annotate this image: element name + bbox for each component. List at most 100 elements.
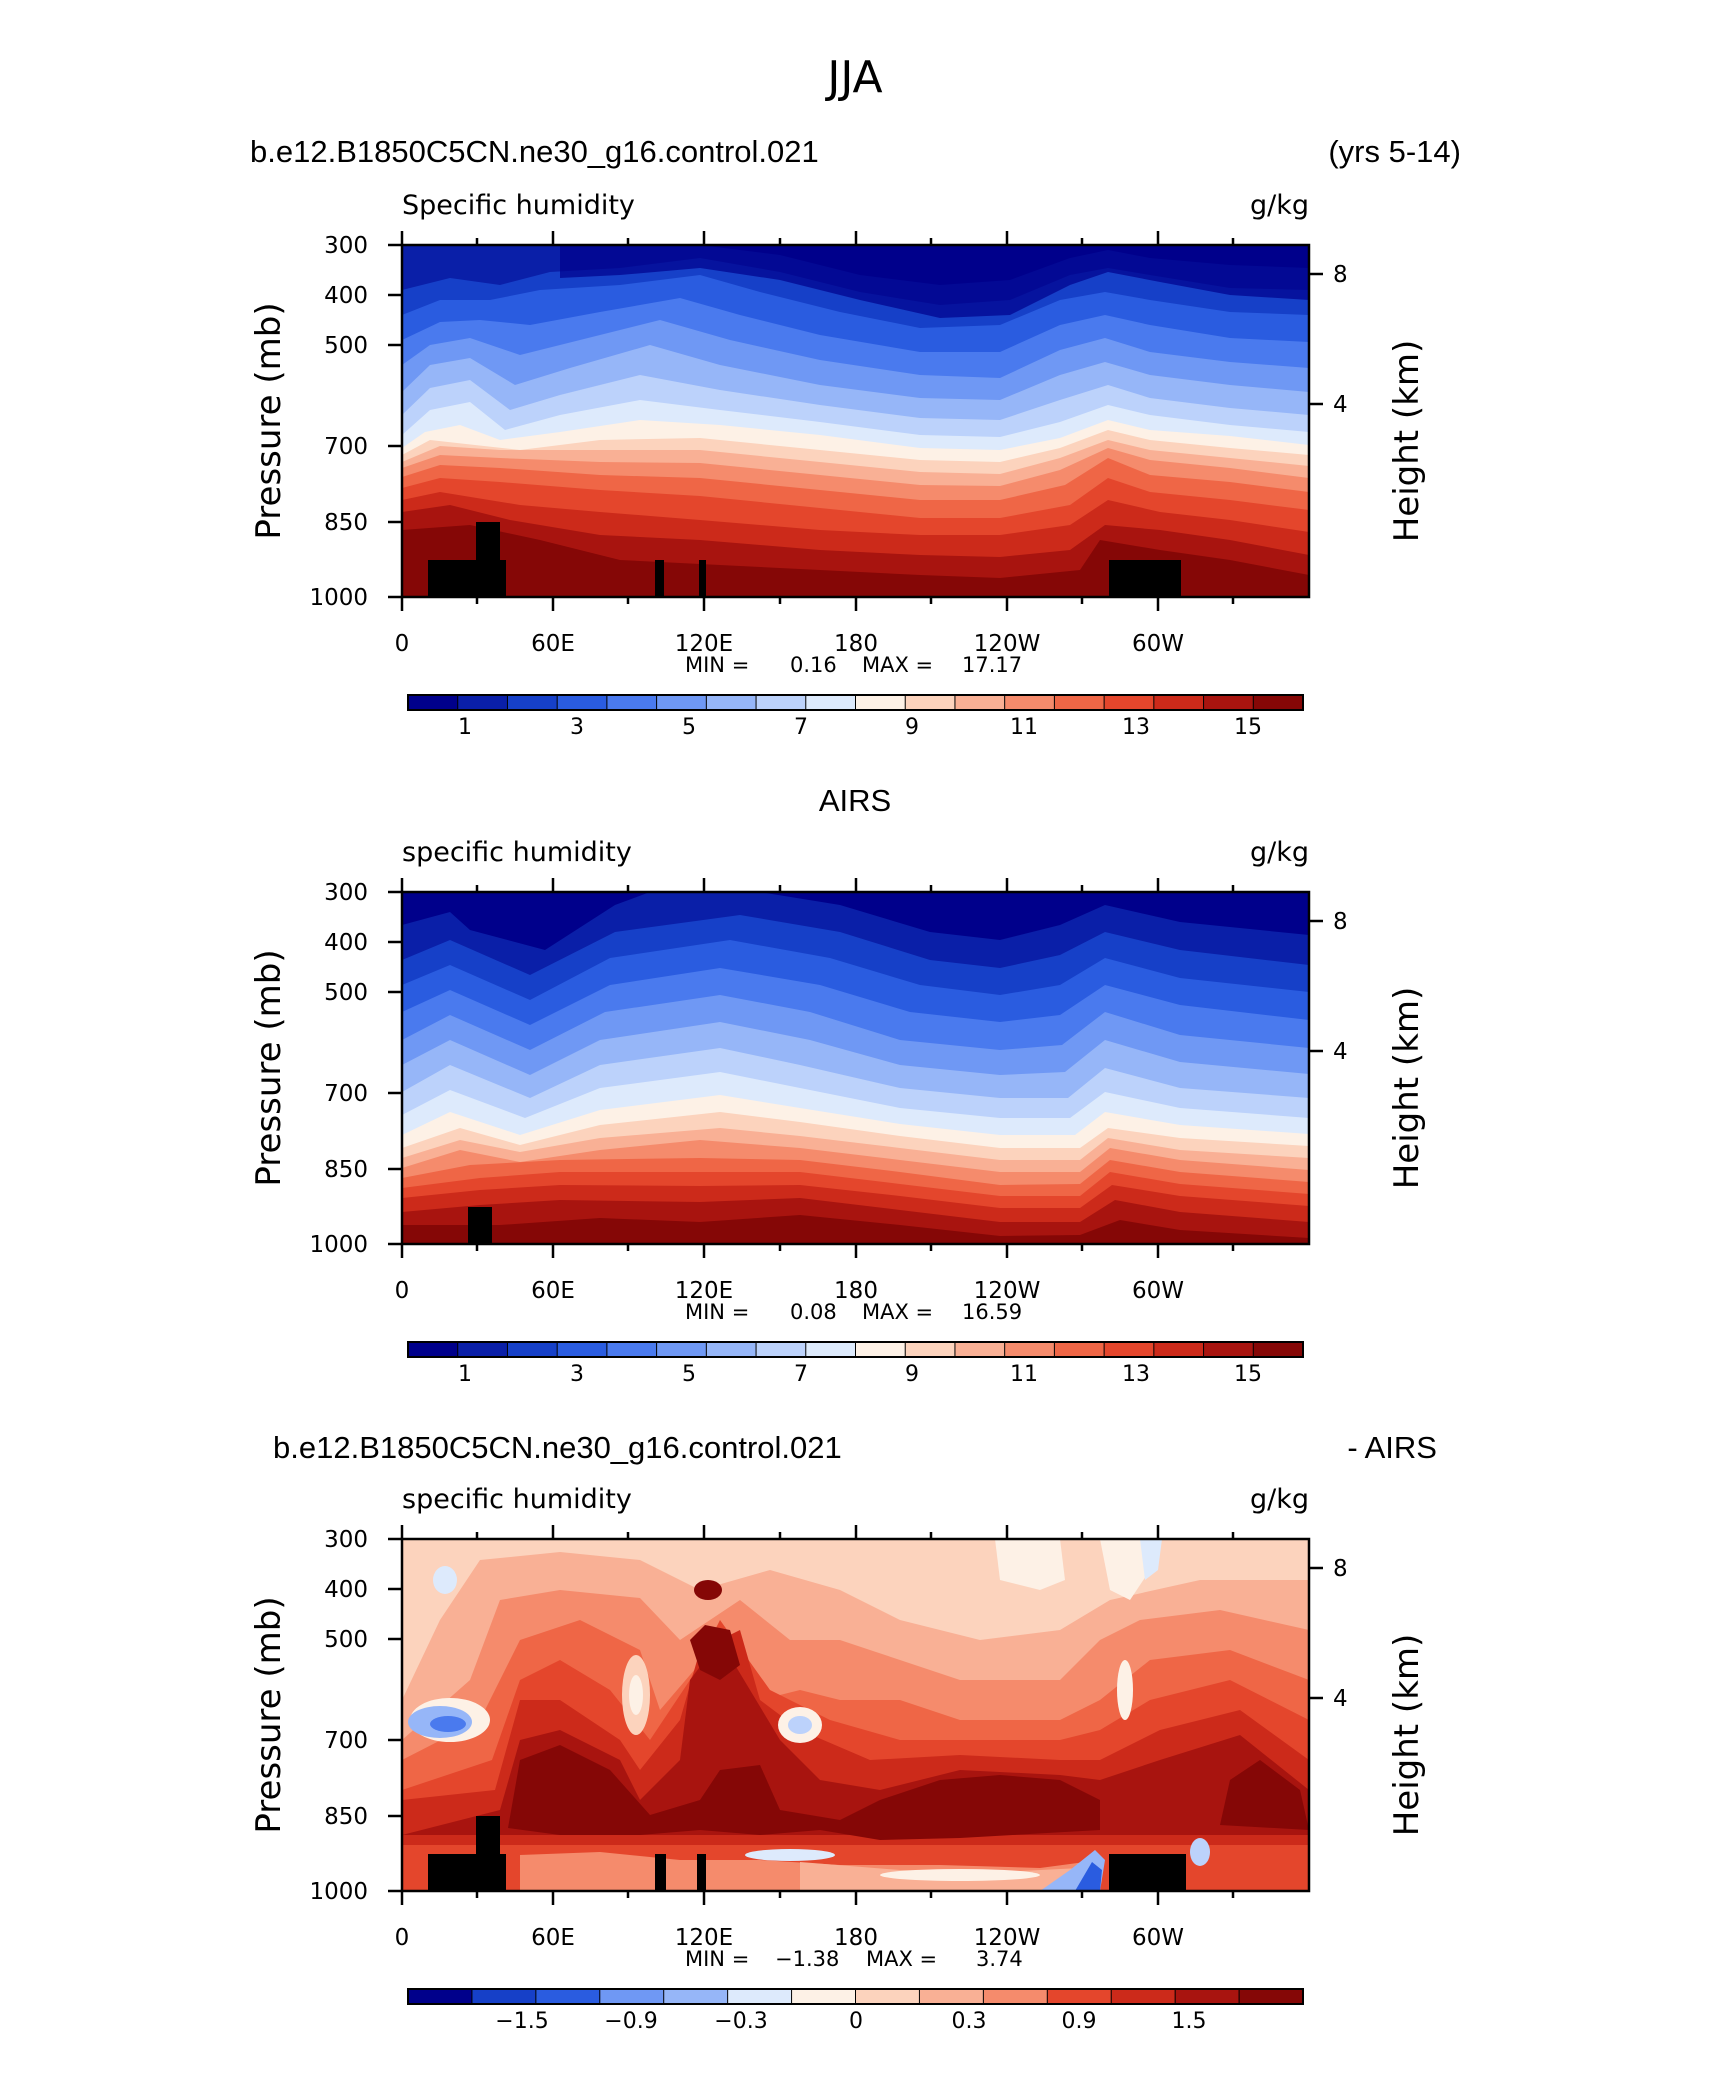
y-tick-label: 1000 [309, 585, 368, 611]
x-tick-label: 0 [395, 631, 410, 657]
min-label: MIN = [685, 1300, 749, 1324]
min-value: 0.08 [790, 1300, 837, 1324]
y-tick-labels: 300 400 500 700 850 1000 [309, 233, 368, 611]
x-tick-label: 60W [1132, 631, 1184, 657]
stats-line: MIN = 0.16 MAX = 17.17 [685, 653, 1022, 677]
panel-difference: b.e12.B1850C5CN.ne30_g16.control.021 - A… [249, 1430, 1437, 2034]
colorbar-swatch [663, 1989, 729, 2004]
x-tick-label: 60W [1132, 1925, 1184, 1951]
colorbar-label: 13 [1122, 1362, 1150, 1387]
y-axis-label: Pressure (mb) [249, 302, 289, 539]
contour-field [402, 1539, 1309, 1891]
colorbar-label: 9 [905, 1362, 919, 1387]
min-value: 0.16 [790, 653, 837, 677]
colorbar-swatch [408, 1989, 473, 2004]
y-tick-label: 400 [324, 930, 368, 956]
colorbar-swatch [507, 1342, 558, 1357]
x-tick-label: 120E [675, 1925, 733, 1951]
colorbar [407, 1341, 1304, 1358]
colorbar-swatch [1253, 695, 1304, 710]
colorbar-label: 1 [458, 715, 472, 740]
y-tick-label: 700 [324, 434, 368, 460]
colorbar-swatch [457, 1342, 508, 1357]
colorbar-label: 7 [794, 715, 808, 740]
colorbar-swatch [1104, 1342, 1155, 1357]
x-tick-label: 120E [675, 1278, 733, 1304]
colorbar-swatch [408, 1342, 459, 1357]
topography-mask [428, 522, 1181, 597]
panel-model: b.e12.B1850C5CN.ne30_g16.control.021 (yr… [249, 134, 1461, 740]
colorbar-swatch [507, 695, 558, 710]
y-right-axis-label: Height (km) [1387, 1634, 1427, 1837]
colorbar-swatch [1104, 695, 1155, 710]
colorbar-label: 15 [1234, 1362, 1262, 1387]
colorbar-label: 5 [682, 1362, 696, 1387]
y-right-tick-labels: 8 4 [1333, 262, 1348, 418]
x-tick-labels: 0 60E 120E 180 120W 60W [395, 631, 1184, 657]
x-tick-label: 60E [531, 1925, 575, 1951]
colorbar-swatch [1253, 1342, 1304, 1357]
colorbar [407, 1988, 1304, 2005]
y-tick-label: 400 [324, 283, 368, 309]
colorbar-swatch [1111, 1989, 1176, 2004]
y-right-tick-label: 8 [1333, 1556, 1348, 1582]
min-value: −1.38 [775, 1947, 839, 1971]
colorbar-swatch [471, 1989, 537, 2004]
colorbar-swatch [919, 1989, 984, 2004]
colorbar-swatch [557, 695, 608, 710]
contour-field [402, 892, 1309, 1244]
y-tick-label: 700 [324, 1081, 368, 1107]
colorbar-swatch [756, 695, 807, 710]
y-tick-label: 500 [324, 333, 368, 359]
colorbar-label: 1.5 [1172, 2009, 1207, 2034]
x-tick-labels: 0 60E 120E 180 120W 60W [395, 1925, 1184, 1951]
max-value: 3.74 [976, 1947, 1023, 1971]
colorbar-swatch [805, 695, 856, 710]
colorbar-label: 3 [570, 1362, 584, 1387]
y-tick-label: 300 [324, 880, 368, 906]
panel-title-right: - AIRS [1347, 1430, 1437, 1465]
panel-title-right: (yrs 5-14) [1328, 134, 1461, 169]
min-label: MIN = [685, 1947, 749, 1971]
x-tick-label: 180 [834, 1278, 878, 1304]
x-tick-label: 180 [834, 631, 878, 657]
x-tick-label: 180 [834, 1925, 878, 1951]
axis-ticks [388, 878, 1323, 1258]
colorbar-swatch [599, 1989, 665, 2004]
y-right-tick-label: 4 [1333, 1686, 1348, 1712]
y-right-axis-label: Height (km) [1387, 340, 1427, 543]
colorbar-swatch [905, 1342, 956, 1357]
colorbar-swatch [1239, 1989, 1304, 2004]
colorbar-label: 5 [682, 715, 696, 740]
panel-title-center: AIRS [819, 783, 891, 818]
panel-title-left: b.e12.B1850C5CN.ne30_g16.control.021 [250, 134, 819, 169]
colorbar-swatch [1203, 1342, 1254, 1357]
colorbar-swatch [791, 1989, 856, 2004]
colorbar-swatch [727, 1989, 793, 2004]
y-tick-label: 1000 [309, 1232, 368, 1258]
colorbar-swatch [1203, 695, 1254, 710]
units-label: g/kg [1250, 837, 1309, 868]
colorbar-swatch [706, 695, 757, 710]
y-right-tick-label: 8 [1333, 262, 1348, 288]
max-label: MAX = [862, 653, 933, 677]
colorbar-swatch [855, 1342, 906, 1357]
colorbar-swatch [1004, 1342, 1055, 1357]
x-tick-label: 60E [531, 1278, 575, 1304]
y-right-tick-labels: 8 4 [1333, 909, 1348, 1065]
colorbar-label: 13 [1122, 715, 1150, 740]
colorbar-label: 11 [1010, 715, 1038, 740]
y-axis-label: Pressure (mb) [249, 1596, 289, 1833]
x-tick-label: 0 [395, 1278, 410, 1304]
y-right-tick-labels: 8 4 [1333, 1556, 1348, 1712]
y-axis-label: Pressure (mb) [249, 949, 289, 1186]
colorbar-label: 15 [1234, 715, 1262, 740]
colorbar-label: 7 [794, 1362, 808, 1387]
panel-title-left: b.e12.B1850C5CN.ne30_g16.control.021 [273, 1430, 842, 1465]
colorbar-swatch [1153, 1342, 1205, 1357]
colorbar-swatch [457, 695, 508, 710]
units-label: g/kg [1250, 190, 1309, 221]
max-label: MAX = [866, 1947, 937, 1971]
colorbar-label: 0.9 [1062, 2009, 1097, 2034]
